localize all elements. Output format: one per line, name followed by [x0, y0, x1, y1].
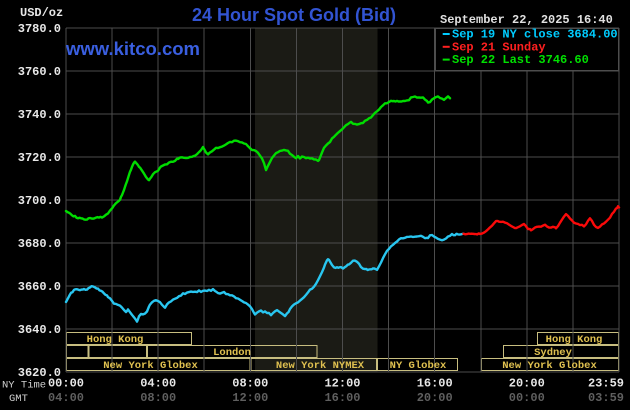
svg-text:3620.0: 3620.0: [18, 366, 61, 380]
svg-text:3640.0: 3640.0: [18, 323, 61, 337]
svg-text:Hong Kong: Hong Kong: [87, 334, 144, 346]
svg-text:3760.0: 3760.0: [18, 65, 61, 79]
svg-text:USD/oz: USD/oz: [20, 6, 63, 20]
svg-text:www.kitco.com: www.kitco.com: [65, 38, 200, 59]
svg-text:24 Hour Spot Gold (Bid): 24 Hour Spot Gold (Bid): [192, 5, 396, 25]
svg-text:Sep 19 NY close 3684.00: Sep 19 NY close 3684.00: [452, 28, 618, 42]
svg-text:New York Globex: New York Globex: [103, 360, 198, 372]
svg-text:16:00: 16:00: [324, 391, 360, 405]
svg-text:04:00: 04:00: [48, 391, 84, 405]
svg-text:3680.0: 3680.0: [18, 237, 61, 251]
svg-text:23:59: 23:59: [588, 377, 624, 391]
svg-text:New York NYMEX: New York NYMEX: [276, 360, 365, 372]
svg-text:12:00: 12:00: [232, 391, 268, 405]
svg-text:NY Globex: NY Globex: [390, 360, 447, 372]
svg-text:3660.0: 3660.0: [18, 280, 61, 294]
svg-text:GMT: GMT: [9, 393, 28, 405]
svg-text:3700.0: 3700.0: [18, 194, 61, 208]
svg-text:Sep 21 Sunday: Sep 21 Sunday: [452, 40, 546, 54]
svg-text:00:00: 00:00: [48, 377, 84, 391]
svg-text:12:00: 12:00: [324, 377, 360, 391]
svg-text:New York Globex: New York Globex: [502, 360, 597, 372]
svg-text:00:00: 00:00: [509, 391, 545, 405]
svg-text:Hong Kong: Hong Kong: [546, 334, 603, 346]
svg-text:16:00: 16:00: [417, 377, 453, 391]
svg-text:Sydney: Sydney: [534, 347, 573, 359]
svg-text:20:00: 20:00: [509, 377, 545, 391]
svg-text:20:00: 20:00: [417, 391, 453, 405]
svg-text:NY Time: NY Time: [2, 380, 46, 392]
svg-text:September 22, 2025 16:40: September 22, 2025 16:40: [440, 13, 613, 27]
svg-text:04:00: 04:00: [140, 377, 176, 391]
svg-text:03:59: 03:59: [588, 391, 624, 405]
svg-text:3780.0: 3780.0: [18, 22, 61, 36]
svg-text:London: London: [213, 347, 251, 359]
svg-text:Sep 22 Last 3746.60: Sep 22 Last 3746.60: [452, 53, 589, 67]
svg-text:3720.0: 3720.0: [18, 151, 61, 165]
svg-text:3740.0: 3740.0: [18, 108, 61, 122]
svg-text:08:00: 08:00: [232, 377, 268, 391]
svg-text:08:00: 08:00: [140, 391, 176, 405]
